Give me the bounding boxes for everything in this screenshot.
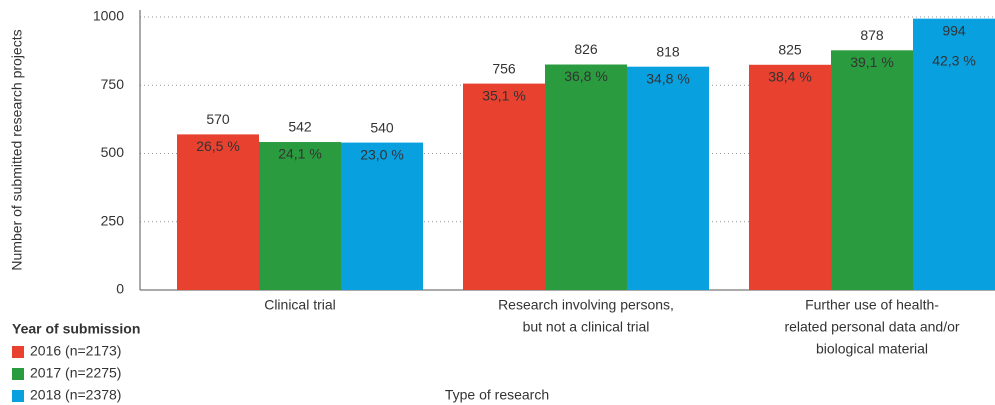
x-tick-label: Research involving persons, xyxy=(498,297,674,313)
share-label: 26,5 % xyxy=(196,138,240,154)
legend-label: 2018 (n=2378) xyxy=(30,387,121,403)
y-tick-label: 500 xyxy=(101,144,125,160)
share-label: 23,0 % xyxy=(360,146,404,162)
bar xyxy=(831,50,913,290)
value-label: 542 xyxy=(288,119,312,135)
legend-swatch xyxy=(12,390,24,402)
legend-swatch xyxy=(12,346,24,358)
x-tick-label: Further use of health- xyxy=(805,297,939,313)
bar xyxy=(463,83,545,290)
value-label: 826 xyxy=(574,41,598,57)
bar xyxy=(627,66,709,290)
bar xyxy=(545,64,627,290)
y-tick-label: 750 xyxy=(101,76,125,92)
value-label: 818 xyxy=(656,43,680,59)
value-label: 825 xyxy=(778,41,802,57)
share-label: 39,1 % xyxy=(850,54,894,70)
legend-title: Year of submission xyxy=(12,321,140,337)
legend-swatch xyxy=(12,368,24,380)
share-label: 42,3 % xyxy=(932,52,976,68)
x-tick-label: related personal data and/or xyxy=(784,319,959,335)
y-axis-label: Number of submitted research projects xyxy=(9,29,25,270)
y-tick-label: 1000 xyxy=(93,8,124,24)
x-axis-label: Type of research xyxy=(445,387,549,403)
share-label: 34,8 % xyxy=(646,70,690,86)
share-label: 35,1 % xyxy=(482,87,526,103)
value-label: 878 xyxy=(860,27,884,43)
value-label: 756 xyxy=(492,60,516,76)
bar xyxy=(749,64,831,291)
x-tick-label: biological material xyxy=(816,341,928,357)
bar xyxy=(177,134,259,290)
x-tick-label: Clinical trial xyxy=(264,297,336,313)
share-label: 38,4 % xyxy=(768,68,812,84)
value-label: 570 xyxy=(206,111,230,127)
x-tick-label: but not a clinical trial xyxy=(523,319,650,335)
bar xyxy=(913,18,995,290)
share-label: 24,1 % xyxy=(278,146,322,162)
value-label: 540 xyxy=(370,119,394,135)
share-label: 36,8 % xyxy=(564,68,608,84)
legend-label: 2016 (n=2173) xyxy=(30,343,121,359)
y-tick-label: 0 xyxy=(116,281,124,297)
bar xyxy=(259,142,341,290)
value-label: 994 xyxy=(942,22,966,38)
legend-label: 2017 (n=2275) xyxy=(30,365,121,381)
bar xyxy=(341,142,423,290)
y-tick-label: 250 xyxy=(101,212,125,228)
